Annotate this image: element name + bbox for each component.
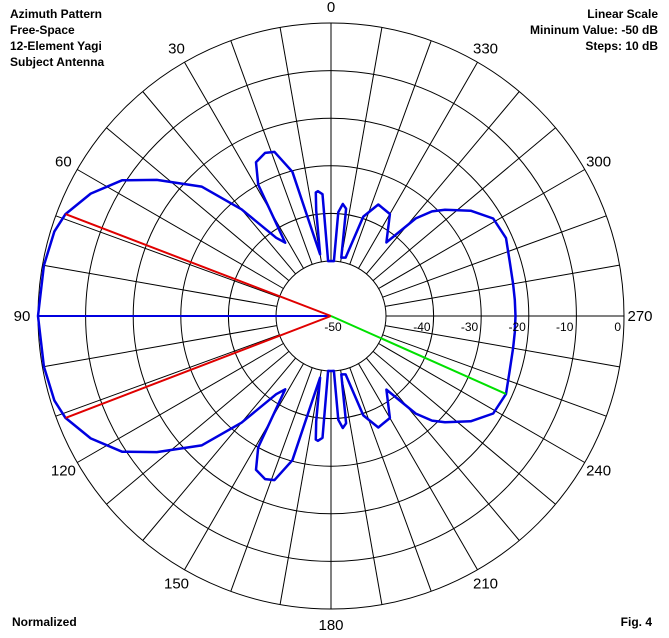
grid-spoke <box>349 40 432 265</box>
grid-spoke <box>366 357 520 541</box>
angle-label-330: 330 <box>473 40 498 57</box>
grid-spoke <box>372 127 556 281</box>
pattern-layer <box>36 150 517 482</box>
angle-label-90: 90 <box>14 308 31 325</box>
angle-label-0: 0 <box>327 0 335 16</box>
db-label-10: -10 <box>556 320 574 334</box>
grid-spoke <box>340 27 383 262</box>
grid-spoke <box>55 215 280 298</box>
grid-spoke <box>382 334 607 417</box>
grid-spoke <box>55 334 280 417</box>
half-power-line-lower <box>65 315 332 419</box>
marker-lines <box>38 213 507 419</box>
grid-spoke <box>42 325 277 368</box>
grid-spoke <box>358 363 478 570</box>
grid-spoke <box>372 351 556 505</box>
db-label-50: -50 <box>324 320 342 334</box>
grid-spoke <box>77 343 284 463</box>
angle-labels: 0 30 60 90 120 150 180 210 240 270 300 330 <box>14 0 653 634</box>
minimum-value-label: Mininum Value: -50 dB <box>530 23 658 37</box>
db-label-40: -40 <box>413 320 431 334</box>
db-label-0: 0 <box>614 320 621 334</box>
angle-label-150: 150 <box>164 576 189 593</box>
scale-type-label: Linear Scale <box>587 7 658 21</box>
angle-label-210: 210 <box>473 576 498 593</box>
grid-spoke <box>106 351 290 505</box>
grid-spoke <box>358 62 478 269</box>
db-label-20: -20 <box>508 320 526 334</box>
angle-label-270: 270 <box>627 308 652 325</box>
grid-spoke <box>349 367 432 592</box>
header-line-4: Subject Antenna <box>10 55 105 69</box>
grid-spoke <box>382 215 607 298</box>
angle-label-120: 120 <box>51 463 76 480</box>
angle-label-180: 180 <box>318 617 343 634</box>
grid-spoke <box>77 169 284 289</box>
grid-spoke <box>184 62 304 269</box>
header-line-3: 12-Element Yagi <box>10 39 102 53</box>
grid-spoke <box>378 169 585 289</box>
rear-lobe-line <box>330 315 507 395</box>
db-label-30: -30 <box>461 320 479 334</box>
grid-spoke <box>366 91 520 275</box>
grid-spoke <box>340 370 383 605</box>
grid-spoke <box>184 363 304 570</box>
header-line-1: Azimuth Pattern <box>10 7 102 21</box>
grid-spoke <box>385 264 620 307</box>
steps-label: Steps: 10 dB <box>585 39 658 53</box>
angle-label-240: 240 <box>586 463 611 480</box>
half-power-line-upper <box>65 213 332 317</box>
header-line-2: Free-Space <box>10 23 75 37</box>
azimuth-pattern-curve <box>36 150 517 482</box>
normalized-label: Normalized <box>12 615 77 629</box>
grid-spoke <box>279 370 322 605</box>
grid-spoke <box>42 264 277 307</box>
db-scale-labels: -50 -40 -30 -20 -10 0 <box>324 320 621 334</box>
grid-spoke <box>378 343 585 463</box>
angle-label-60: 60 <box>55 154 72 171</box>
figure-number: Fig. 4 <box>621 615 653 629</box>
grid-spoke <box>142 91 296 275</box>
grid-spoke <box>279 27 322 262</box>
grid-spoke <box>106 127 290 281</box>
grid-spoke <box>385 325 620 368</box>
angle-label-30: 30 <box>168 40 185 57</box>
angle-label-300: 300 <box>586 154 611 171</box>
grid-spoke <box>142 357 296 541</box>
